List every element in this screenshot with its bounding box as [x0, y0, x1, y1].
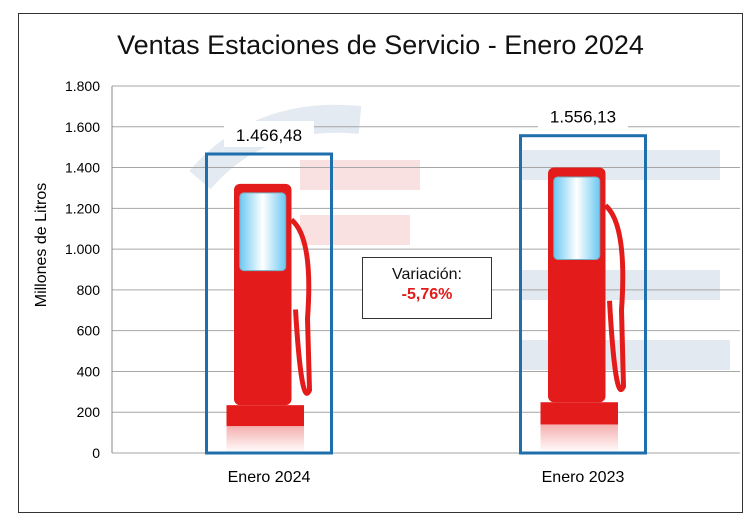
- gridlines: [111, 85, 740, 454]
- y-tick-label: 200: [77, 404, 101, 420]
- bar-1: [205, 152, 333, 455]
- bars: [205, 134, 647, 455]
- chart-title: Ventas Estaciones de Servicio - Enero 20…: [117, 30, 644, 60]
- x-tick-label: Enero 2023: [542, 469, 625, 486]
- y-tick-label: 0: [92, 445, 100, 461]
- y-axis-ticks: 0 200 400 600 800 1.000 1.200 1.400 1.600 1.800: [65, 78, 100, 461]
- y-tick-label: 1.000: [65, 241, 100, 257]
- bar-outline: [519, 134, 647, 455]
- pump-screen: [239, 192, 287, 272]
- y-tick-label: 1.600: [65, 119, 100, 135]
- pump-hose: [603, 203, 627, 392]
- y-tick-label: 1.400: [65, 160, 100, 176]
- x-tick-label: Enero 2024: [228, 469, 311, 486]
- y-tick-label: 800: [77, 282, 101, 298]
- pump-reflection: [540, 424, 618, 453]
- variation-value: -5,76%: [401, 286, 453, 303]
- pump-base: [226, 405, 304, 427]
- y-tick-label: 1.800: [65, 78, 100, 94]
- pump-hose: [289, 217, 313, 396]
- data-label: 1.556,13: [550, 108, 616, 127]
- variation-label: Variación:: [392, 266, 462, 283]
- data-label-bg: [538, 102, 628, 129]
- pump-reflection: [226, 426, 304, 453]
- pump-base: [540, 402, 618, 425]
- y-tick-label: 1.200: [65, 200, 100, 216]
- x-axis-ticks: Enero 2024 Enero 2023: [228, 469, 625, 486]
- pump-screen: [553, 176, 601, 260]
- y-tick-label: 400: [77, 363, 101, 379]
- bar-outline: [205, 152, 333, 455]
- y-tick-label: 600: [77, 323, 101, 339]
- data-label: 1.466,48: [236, 126, 302, 145]
- bar-2: [519, 134, 647, 455]
- variation-annotation: Variación: -5,76%: [362, 257, 492, 319]
- data-label-bg: [224, 121, 314, 148]
- data-labels: 1.466,48 1.556,13: [224, 102, 628, 148]
